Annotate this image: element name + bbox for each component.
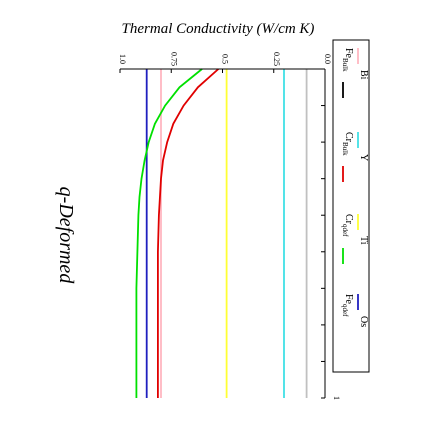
legend-item: CrBulk [341, 132, 354, 182]
legend-label: FeBulk [341, 48, 354, 72]
series-line-fe-qdef [135, 68, 203, 398]
legend: Bi FeBulk Y CrBulk Ti Crqdef Os Feqdef [332, 39, 370, 373]
legend-item: Bi [357, 48, 369, 80]
legend-label: Bi [358, 70, 369, 80]
y-tick-label: 0.0 [323, 54, 332, 64]
plot-area [135, 68, 308, 398]
legend-box [332, 39, 370, 373]
legend-item: Feqdef [341, 294, 354, 317]
legend-label: Feqdef [341, 294, 354, 317]
axes: 0.10.20.30.40.50.60.70.80.910.00.250.50.… [118, 52, 341, 400]
legend-label: CrBulk [341, 132, 354, 156]
series-line-cr-qdef [157, 68, 219, 398]
legend-item: Os [357, 294, 369, 327]
legend-item: FeBulk [341, 48, 354, 98]
y-axis-label: Thermal Conductivity (W/cm K) [122, 21, 315, 37]
y-tick-label: 0.25 [272, 52, 281, 66]
x-tick-label: 1 [332, 396, 341, 400]
legend-label: Ti [358, 236, 369, 245]
legend-label: Crqdef [341, 214, 354, 237]
legend-item: Y [357, 132, 369, 161]
y-tick-label: 0.75 [169, 52, 178, 66]
legend-item: Ti [357, 214, 369, 245]
y-tick-label: 0.5 [221, 54, 230, 64]
legend-label: Y [358, 154, 369, 161]
y-tick-label: 1.0 [118, 54, 127, 64]
legend-label: Os [358, 316, 369, 327]
x-axis-label: q-Deformed [55, 187, 77, 285]
legend-item: Crqdef [341, 214, 354, 264]
